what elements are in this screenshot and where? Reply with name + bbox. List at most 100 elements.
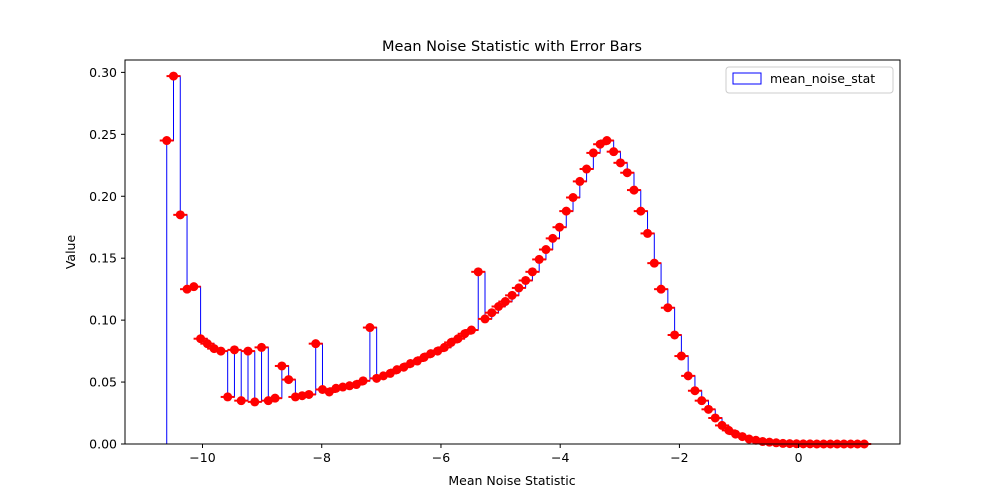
y-axis-label: Value bbox=[63, 235, 78, 270]
data-point bbox=[541, 245, 551, 255]
data-point bbox=[568, 192, 578, 202]
data-point bbox=[351, 380, 361, 390]
data-point bbox=[710, 413, 720, 423]
data-point bbox=[189, 282, 199, 292]
data-point bbox=[609, 147, 619, 157]
data-point bbox=[636, 206, 646, 216]
data-point bbox=[480, 314, 490, 324]
legend: mean_noise_stat bbox=[725, 66, 894, 94]
data-point bbox=[196, 334, 206, 344]
y-tick-label: 0.15 bbox=[89, 251, 117, 266]
data-point bbox=[290, 392, 300, 402]
data-point bbox=[649, 258, 659, 268]
data-point bbox=[473, 267, 483, 277]
data-point bbox=[412, 356, 422, 366]
y-axis: 0.00 0.05 0.10 0.15 0.20 0.25 0.30 bbox=[89, 65, 125, 452]
data-point bbox=[494, 302, 504, 312]
y-tick-label: 0.30 bbox=[89, 65, 117, 80]
x-tick-label: −10 bbox=[189, 450, 215, 465]
data-point bbox=[676, 351, 686, 361]
data-point bbox=[277, 361, 287, 371]
data-point bbox=[527, 267, 537, 277]
data-point bbox=[250, 397, 260, 407]
data-point bbox=[385, 368, 395, 378]
legend-swatch bbox=[732, 72, 762, 85]
data-point bbox=[453, 334, 463, 344]
data-point bbox=[257, 342, 267, 352]
data-point bbox=[236, 396, 246, 406]
data-point bbox=[561, 206, 571, 216]
y-tick-label: 0.25 bbox=[89, 127, 117, 142]
data-point bbox=[419, 352, 429, 362]
data-point bbox=[703, 404, 713, 414]
y-tick-label: 0.00 bbox=[89, 437, 117, 452]
x-tick-label: −4 bbox=[551, 450, 569, 465]
data-point bbox=[270, 393, 280, 403]
data-point bbox=[521, 275, 531, 285]
data-point bbox=[223, 392, 233, 402]
x-axis-label: Mean Noise Statistic bbox=[448, 473, 575, 488]
data-point bbox=[575, 176, 585, 186]
x-tick-label: 0 bbox=[795, 450, 803, 465]
y-tick-label: 0.05 bbox=[89, 375, 117, 390]
x-tick-label: −6 bbox=[432, 450, 450, 465]
data-point bbox=[629, 185, 639, 195]
legend-frame bbox=[725, 66, 894, 94]
data-point bbox=[744, 434, 754, 444]
x-tick-label: −2 bbox=[670, 450, 688, 465]
data-point bbox=[304, 389, 314, 399]
data-point bbox=[297, 391, 307, 401]
data-point bbox=[466, 325, 476, 335]
data-point bbox=[169, 71, 179, 81]
data-point bbox=[500, 297, 510, 307]
data-point bbox=[656, 284, 666, 294]
data-point bbox=[162, 136, 172, 146]
x-axis: −10 −8 −6 −4 −2 0 bbox=[189, 444, 803, 465]
data-point bbox=[690, 386, 700, 396]
data-point bbox=[643, 228, 653, 238]
data-point bbox=[433, 346, 443, 356]
data-point bbox=[717, 420, 727, 430]
step-line bbox=[166, 75, 865, 445]
plot-frame bbox=[124, 59, 901, 445]
x-tick-label: −8 bbox=[313, 450, 331, 465]
data-point bbox=[595, 139, 605, 149]
data-point bbox=[243, 346, 253, 356]
data-point bbox=[175, 210, 185, 220]
data-point bbox=[284, 375, 294, 385]
data-point bbox=[683, 371, 693, 381]
data-point bbox=[622, 168, 632, 178]
data-point bbox=[554, 222, 564, 232]
data-point bbox=[365, 323, 375, 333]
data-point bbox=[331, 383, 341, 393]
data-point bbox=[229, 345, 239, 355]
data-point bbox=[399, 362, 409, 372]
y-tick-label: 0.20 bbox=[89, 189, 117, 204]
data-point bbox=[697, 396, 707, 406]
legend-label: mean_noise_stat bbox=[770, 71, 875, 86]
data-point bbox=[216, 346, 226, 356]
data-point bbox=[446, 337, 456, 347]
data-point bbox=[663, 303, 673, 313]
data-point bbox=[548, 233, 558, 243]
chart-title: Mean Noise Statistic with Error Bars bbox=[382, 39, 642, 55]
data-point bbox=[345, 381, 355, 391]
data-point bbox=[588, 148, 598, 158]
data-point bbox=[338, 382, 348, 392]
data-point bbox=[582, 164, 592, 174]
plot-area bbox=[159, 71, 872, 449]
data-point bbox=[751, 435, 761, 445]
data-point bbox=[724, 425, 734, 435]
data-point bbox=[439, 342, 449, 352]
data-point bbox=[507, 290, 517, 300]
data-point bbox=[487, 308, 497, 318]
data-point bbox=[358, 376, 368, 386]
data-point bbox=[602, 136, 612, 146]
data-point bbox=[311, 339, 321, 349]
data-point bbox=[534, 254, 544, 264]
data-point bbox=[670, 330, 680, 340]
data-point bbox=[615, 158, 625, 168]
data-point bbox=[202, 339, 212, 349]
